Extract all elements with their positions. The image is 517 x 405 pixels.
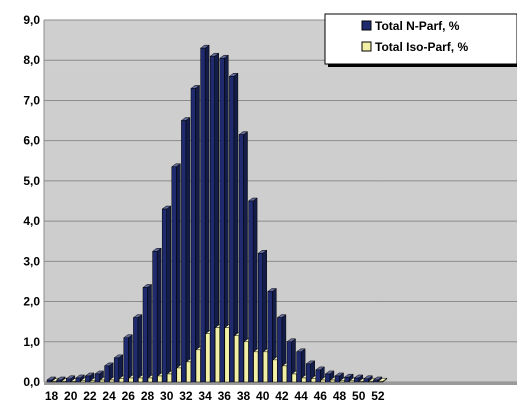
x-tick-label: 36 [218, 389, 232, 403]
y-tick-label: 2,0 [23, 295, 40, 309]
x-tick-label: 38 [237, 389, 251, 403]
x-axis-ticks: 18 20 22 24 26 28 30 32 34 36 38 40 42 44 46 48 50 52 [45, 389, 385, 403]
y-tick-label: 1,0 [23, 335, 40, 349]
bar-n-parf-30 [161, 205, 172, 383]
x-tick-label: 22 [83, 389, 97, 403]
x-tick-label: 26 [122, 389, 136, 403]
x-tick-label: 30 [160, 389, 174, 403]
legend-box [324, 13, 517, 65]
x-tick-label: 52 [371, 389, 385, 403]
y-tick-label: 9,0 [23, 13, 40, 27]
y-tick-label: 4,0 [23, 214, 40, 228]
y-axis-ticks: 0,0 1,0 2,0 3,0 4,0 5,0 6,0 7,0 8,0 9,0 [23, 13, 40, 389]
x-tick-label: 50 [352, 389, 366, 403]
legend-label: Total N-Parf, % [375, 19, 460, 33]
x-tick-label: 32 [179, 389, 193, 403]
x-tick-label: 24 [102, 389, 116, 403]
y-tick-label: 5,0 [23, 174, 40, 188]
bar-n-parf-28 [142, 283, 153, 383]
x-tick-label: 48 [333, 389, 347, 403]
legend-label: Total Iso-Parf, % [375, 40, 468, 54]
y-tick-label: 7,0 [23, 93, 40, 107]
bar-n-parf-29 [151, 247, 162, 383]
bar-n-parf-47 [324, 370, 335, 383]
x-tick-label: 46 [314, 389, 328, 403]
x-tick-label: 28 [141, 389, 155, 403]
y-tick-label: 3,0 [23, 254, 40, 268]
bar-n-parf-27 [132, 314, 143, 383]
bar-n-parf-20 [65, 375, 76, 383]
bar-n-parf-50 [353, 374, 364, 383]
bar-n-parf-24 [103, 362, 114, 383]
legend-swatch [361, 20, 372, 31]
bar-n-parf-32 [180, 117, 191, 383]
floor-edge [44, 382, 517, 385]
legend-swatch [361, 41, 372, 52]
x-tick-label: 44 [294, 389, 308, 403]
legend: Total N-Parf, % Total Iso-Parf, % [324, 13, 517, 67]
bar-n-parf-25 [113, 354, 124, 383]
bar-n-parf-31 [171, 163, 182, 383]
bars [46, 44, 388, 383]
bar-n-parf-26 [123, 334, 134, 383]
y-tick-label: 0,0 [23, 375, 40, 389]
x-tick-label: 40 [256, 389, 270, 403]
y-tick-label: 8,0 [23, 53, 40, 67]
bar-n-parf-49 [343, 373, 354, 383]
chart-floor [44, 382, 517, 385]
bar-n-parf-33 [190, 84, 201, 383]
x-tick-label: 34 [198, 389, 212, 403]
y-tick-label: 6,0 [23, 134, 40, 148]
x-tick-label: 20 [64, 389, 78, 403]
bar-iso-parf-52 [377, 377, 388, 383]
x-tick-label: 42 [275, 389, 289, 403]
x-tick-label: 18 [45, 389, 59, 403]
bar-n-parf-34 [199, 44, 210, 383]
